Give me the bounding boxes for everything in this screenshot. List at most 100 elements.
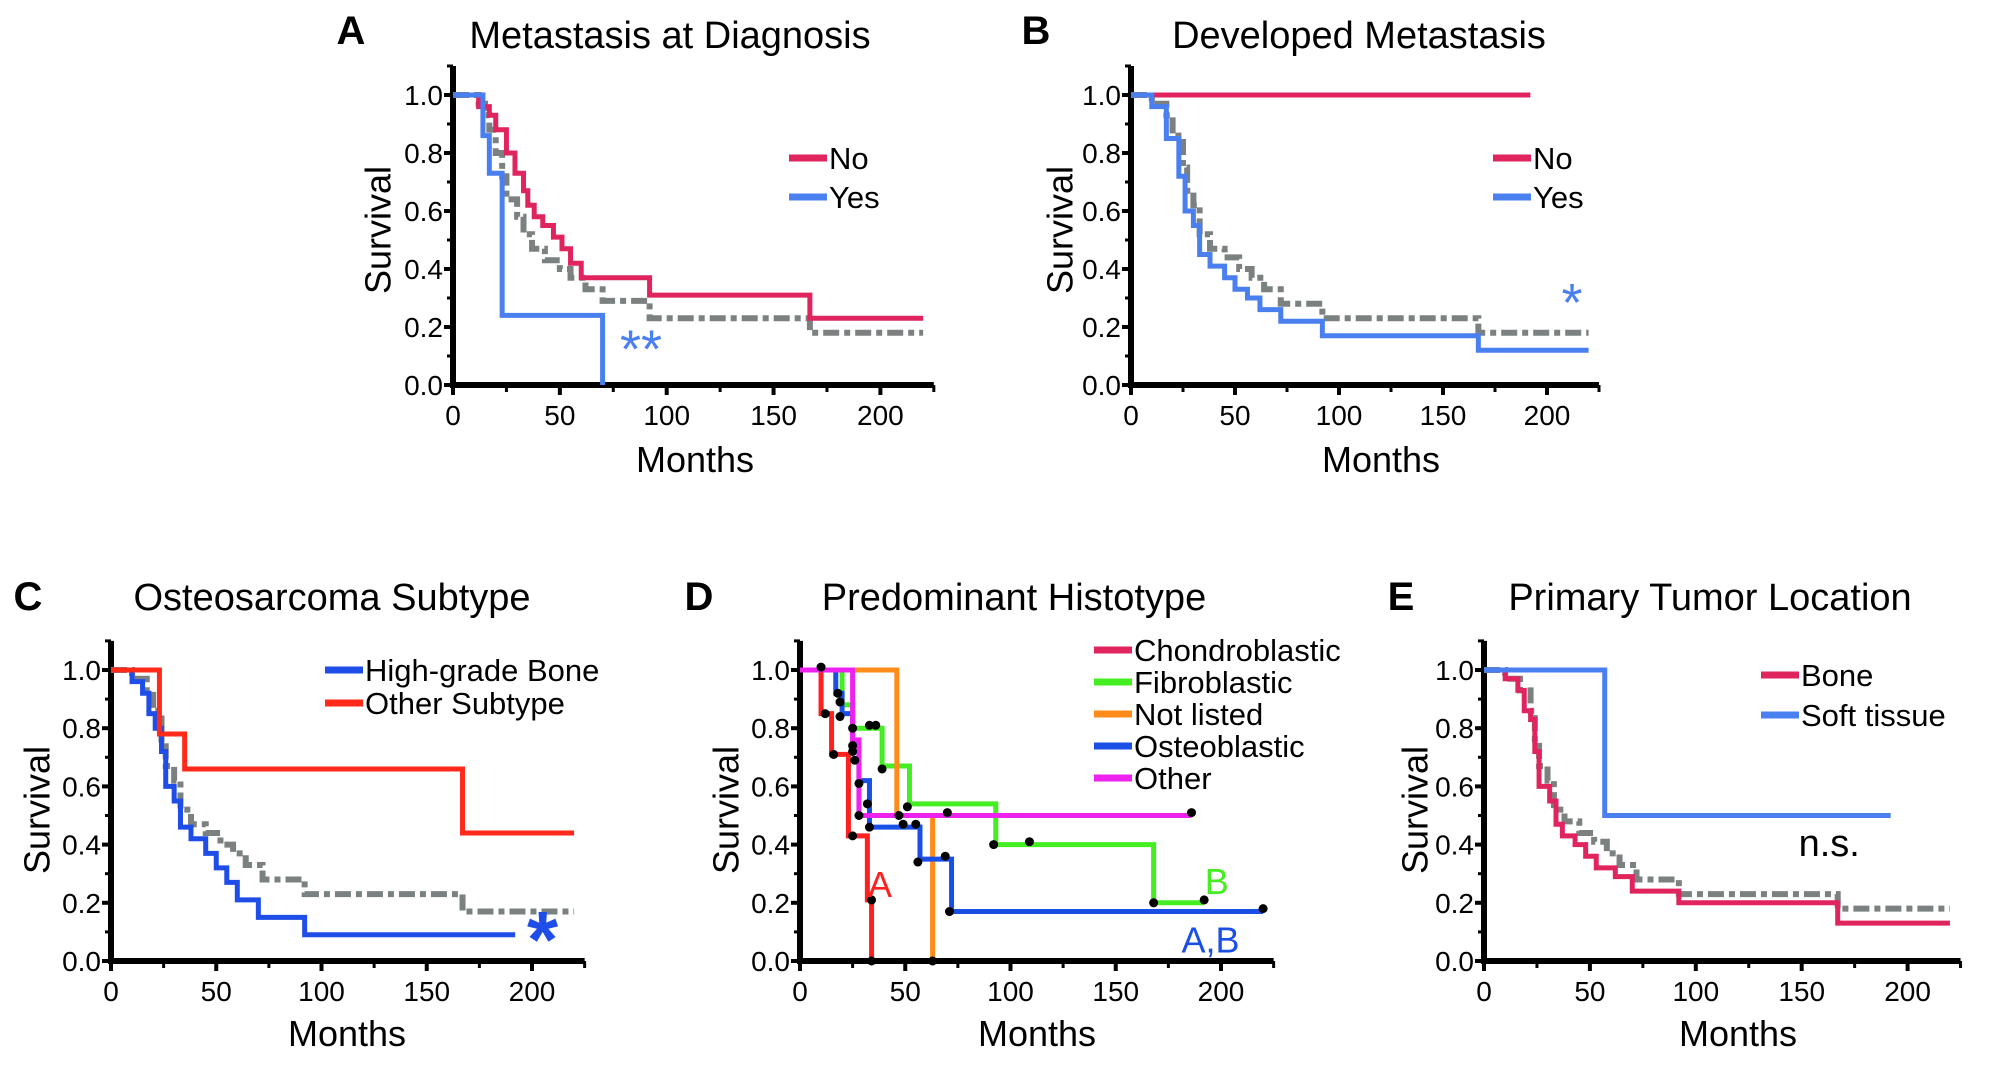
series-line-yes bbox=[1131, 92, 1589, 353]
censor-mark bbox=[928, 956, 938, 966]
censor-mark bbox=[1258, 904, 1268, 914]
y-tick-label: 0.6 bbox=[62, 771, 101, 802]
x-tick-label: 0 bbox=[1123, 400, 1139, 431]
censor-mark bbox=[940, 851, 950, 861]
y-axis-label: Survival bbox=[1039, 166, 1080, 294]
annotation: * bbox=[1561, 273, 1582, 333]
annotation: B bbox=[1205, 861, 1229, 902]
y-tick-label: 0.0 bbox=[1435, 946, 1474, 977]
legend-label: Soft tissue bbox=[1801, 698, 1946, 733]
y-axis-label: Survival bbox=[1394, 746, 1435, 874]
y-tick-label: 0.4 bbox=[1082, 254, 1121, 285]
censor-mark bbox=[848, 746, 858, 756]
x-tick-label: 150 bbox=[403, 976, 450, 1007]
censor-mark bbox=[833, 688, 843, 698]
panel-title: Metastasis at Diagnosis bbox=[469, 15, 870, 57]
x-tick-label: 100 bbox=[1316, 400, 1363, 431]
annotation: ** bbox=[620, 320, 662, 380]
y-tick-label: 0.4 bbox=[751, 830, 790, 861]
legend-label: Other Subtype bbox=[365, 686, 565, 721]
censor-mark bbox=[989, 840, 999, 850]
panel-title: Osteosarcoma Subtype bbox=[133, 577, 530, 619]
y-tick-label: 0.8 bbox=[404, 138, 443, 169]
legend-label: Osteoblastic bbox=[1134, 729, 1305, 764]
x-tick-label: 200 bbox=[857, 400, 904, 431]
panel-letter: D bbox=[685, 575, 714, 619]
censor-mark bbox=[864, 720, 874, 730]
panel-letter: B bbox=[1022, 9, 1051, 53]
panel-e: E Primary Tumor Location Survival Months 0.0… bbox=[1388, 575, 1963, 1054]
censor-mark bbox=[854, 811, 864, 820]
x-axis-label: Months bbox=[288, 1013, 406, 1054]
series-line-other-subtype bbox=[111, 667, 575, 836]
panel-b: B Developed Metastasis Survival Months 0.0 0.… bbox=[1022, 9, 1601, 480]
censor-mark bbox=[862, 799, 872, 809]
panel-a: A Metastasis at Diagnosis Survival Months 0.… bbox=[337, 9, 936, 480]
legend-label: Bone bbox=[1801, 658, 1873, 693]
y-tick-label: 0.0 bbox=[62, 946, 101, 977]
x-tick-label: 150 bbox=[1092, 976, 1139, 1007]
censor-mark bbox=[848, 831, 858, 841]
y-tick-label: 1.0 bbox=[404, 80, 443, 111]
series-line-no bbox=[453, 92, 924, 321]
censor-mark bbox=[942, 808, 952, 818]
y-tick-label: 0.0 bbox=[1082, 370, 1121, 401]
legend-label: Yes bbox=[829, 180, 880, 215]
panel-letter: C bbox=[14, 575, 43, 619]
y-tick-label: 0.6 bbox=[1082, 196, 1121, 227]
legend-label: Other bbox=[1134, 761, 1212, 796]
y-axis-label: Survival bbox=[357, 166, 398, 294]
y-tick-label: 0.2 bbox=[62, 888, 101, 919]
y-tick-label: 0.4 bbox=[62, 830, 101, 861]
x-tick-label: 50 bbox=[544, 400, 575, 431]
censor-mark bbox=[1149, 898, 1159, 908]
annotation: n.s. bbox=[1799, 823, 1860, 865]
censor-mark bbox=[820, 709, 830, 719]
y-tick-label: 1.0 bbox=[751, 655, 790, 686]
censor-mark bbox=[816, 662, 826, 672]
panel-letter: A bbox=[337, 9, 366, 53]
series-line-yes bbox=[453, 92, 606, 385]
censor-mark bbox=[877, 764, 887, 774]
censor-mark bbox=[871, 720, 881, 730]
x-tick-label: 0 bbox=[103, 976, 119, 1007]
series-line-high-grade-bone bbox=[111, 667, 516, 938]
y-tick-label: 0.6 bbox=[1435, 771, 1474, 802]
x-tick-label: 150 bbox=[1420, 400, 1467, 431]
panel-c: C Osteosarcoma Subtype Survival Months 0.0 0.… bbox=[14, 575, 600, 1054]
censor-mark bbox=[835, 712, 845, 722]
y-tick-label: 0.6 bbox=[751, 771, 790, 802]
y-tick-label: 0.2 bbox=[404, 312, 443, 343]
y-tick-label: 0.8 bbox=[751, 713, 790, 744]
series-line-overall bbox=[453, 92, 924, 336]
panel-d: D Predominant HistotypeSurvivalMonths0.00… bbox=[685, 575, 1341, 1054]
y-axis-label: Survival bbox=[16, 746, 57, 874]
panel-letter: E bbox=[1388, 575, 1415, 619]
x-tick-label: 200 bbox=[1884, 976, 1931, 1007]
y-tick-label: 0.6 bbox=[404, 196, 443, 227]
x-tick-label: 50 bbox=[1574, 976, 1605, 1007]
censor-mark bbox=[902, 802, 912, 812]
panel-title: Primary Tumor Location bbox=[1508, 577, 1911, 619]
x-tick-label: 50 bbox=[201, 976, 232, 1007]
legend-label: Not listed bbox=[1134, 697, 1263, 732]
x-tick-label: 0 bbox=[792, 976, 808, 1007]
y-axis-label: Survival bbox=[705, 746, 746, 874]
legend-label: No bbox=[829, 141, 869, 176]
legend-label: Yes bbox=[1533, 180, 1584, 215]
censor-mark bbox=[944, 907, 954, 917]
censor-mark bbox=[864, 822, 874, 832]
censor-mark bbox=[850, 755, 860, 765]
y-tick-label: 0.0 bbox=[404, 370, 443, 401]
legend-label: High-grade Bone bbox=[365, 653, 599, 688]
x-tick-label: 200 bbox=[1198, 976, 1245, 1007]
x-tick-label: 200 bbox=[1524, 400, 1571, 431]
censor-mark bbox=[1024, 837, 1034, 847]
y-tick-label: 0.0 bbox=[751, 946, 790, 977]
series-line-overall bbox=[1131, 92, 1589, 336]
x-tick-label: 100 bbox=[987, 976, 1034, 1007]
y-tick-label: 0.2 bbox=[1435, 888, 1474, 919]
x-tick-label: 150 bbox=[1778, 976, 1825, 1007]
x-tick-label: 100 bbox=[643, 400, 690, 431]
censor-mark bbox=[1187, 808, 1197, 818]
